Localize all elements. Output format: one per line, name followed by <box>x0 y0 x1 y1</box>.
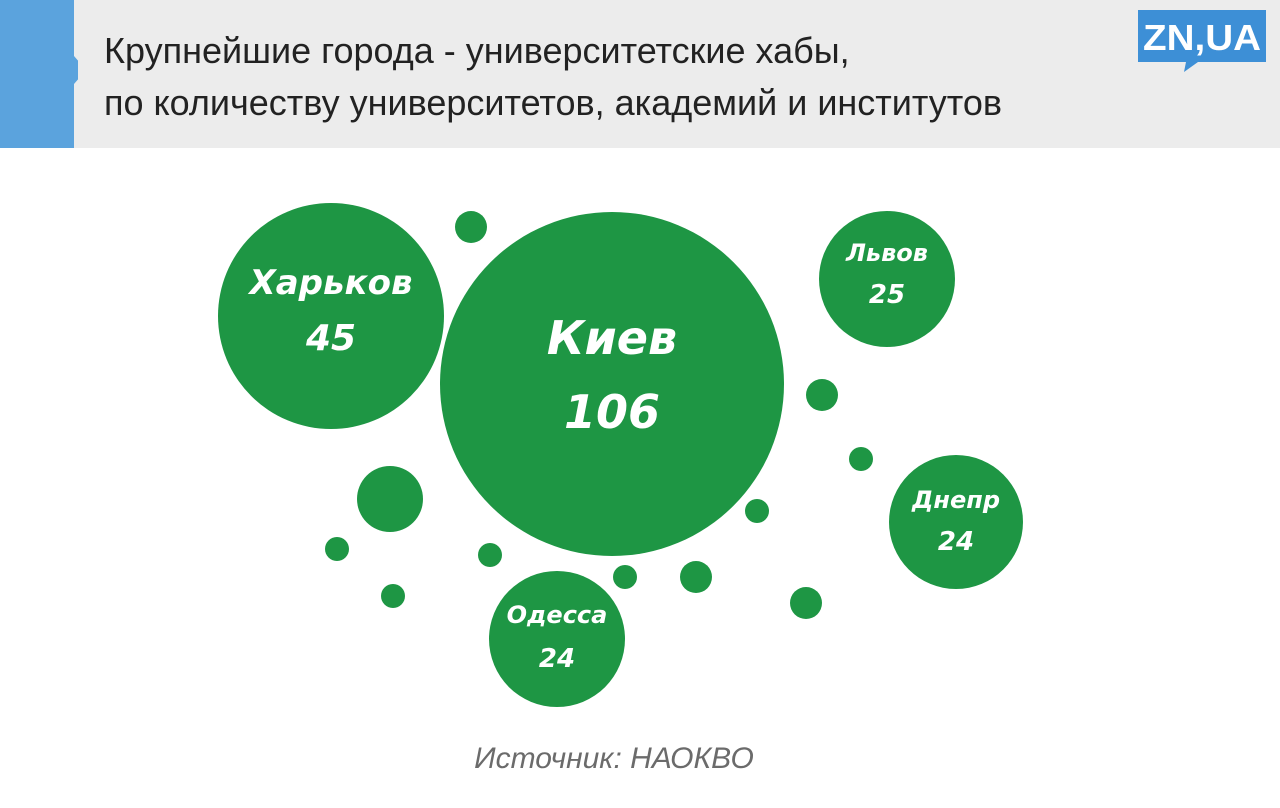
bubble-label-name-2: Львов <box>845 239 928 267</box>
small-bubble-5 <box>478 543 502 567</box>
logo-text: ZN,UA <box>1143 17 1261 58</box>
small-bubble-8 <box>680 561 712 593</box>
bubble-chart: Киев 106 Харьков 45 Львов 25 Днепр 24 Одесса 24 <box>218 203 1023 707</box>
bubble-label-value-4: 24 <box>539 644 575 674</box>
bubble-label-name-0: Киев <box>547 311 677 365</box>
bubble-label-name-3: Днепр <box>911 486 1000 514</box>
small-bubbles-group <box>325 211 873 619</box>
bubble-4 <box>489 571 625 707</box>
source-note: Источник: НАОКВО <box>474 742 754 775</box>
small-bubble-4 <box>325 537 349 561</box>
bubble-label-value-3: 24 <box>938 527 974 557</box>
zn-ua-logo: ZN,UA <box>1138 10 1266 72</box>
bubble-3 <box>889 455 1023 589</box>
small-bubble-2 <box>849 447 873 471</box>
page-title-line-2: по количеству университетов, академий и … <box>104 82 1003 123</box>
bubble-label-name-1: Харьков <box>248 263 413 303</box>
bubble-label-value-2: 25 <box>869 280 905 310</box>
city-bubbles-group: Киев 106 Харьков 45 Львов 25 Днепр 24 Одесса 24 <box>218 203 1023 707</box>
small-bubble-3 <box>357 466 423 532</box>
accent-tab <box>0 0 78 148</box>
bubble-2 <box>819 211 955 347</box>
bubble-label-value-0: 106 <box>564 385 660 439</box>
small-bubble-7 <box>613 565 637 589</box>
header: Крупнейшие города - университетские хабы… <box>0 0 1280 148</box>
bubble-label-name-4: Одесса <box>507 601 608 629</box>
bubble-1 <box>218 203 444 429</box>
page-title-line-1: Крупнейшие города - университетские хабы… <box>104 30 850 71</box>
small-bubble-0 <box>455 211 487 243</box>
bubble-0 <box>440 212 784 556</box>
small-bubble-10 <box>790 587 822 619</box>
small-bubble-1 <box>806 379 838 411</box>
bubble-label-value-1: 45 <box>305 318 356 359</box>
small-bubble-6 <box>381 584 405 608</box>
accent-tab-shape <box>0 0 78 148</box>
small-bubble-9 <box>745 499 769 523</box>
